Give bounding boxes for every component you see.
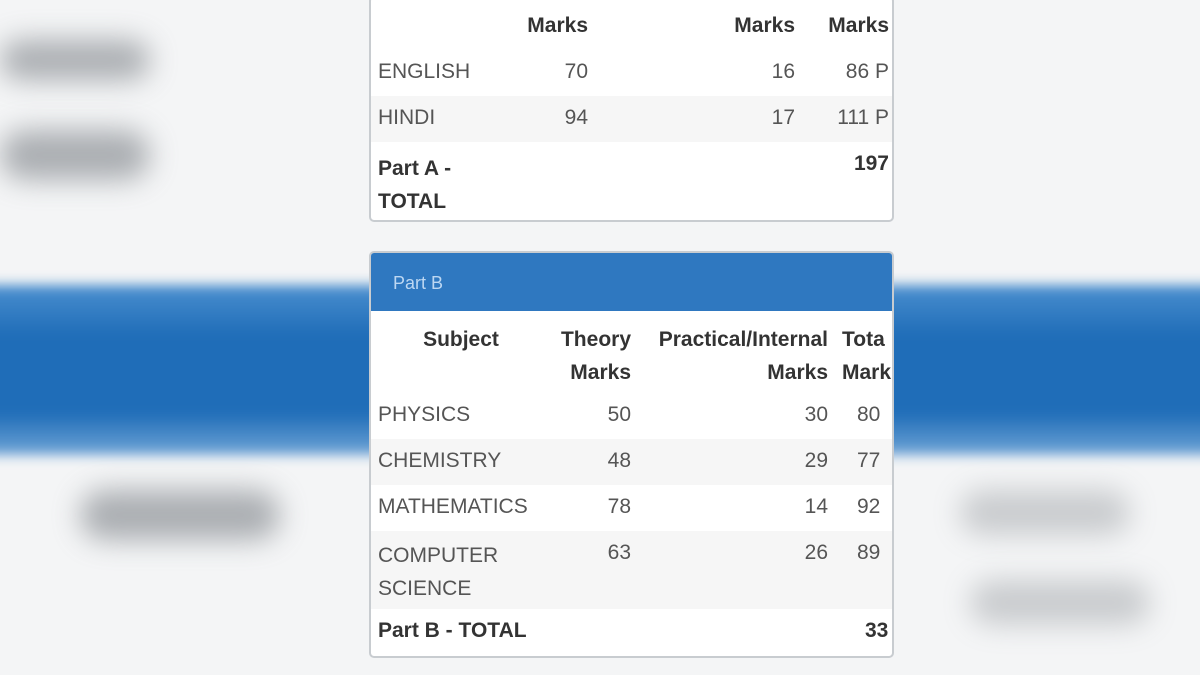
table-header-row: Subject Theory Marks Practical/Internal Ma…	[371, 311, 892, 393]
theory-cell: 78	[607, 495, 631, 518]
table-row: HINDI 94 17 111 P	[371, 96, 892, 142]
practical-cell: 14	[804, 495, 828, 518]
subject-cell: MATHEMATICS	[378, 495, 528, 518]
header-practical-line2: Marks	[767, 361, 828, 384]
practical-cell: 17	[595, 96, 802, 142]
table-row: PHYSICS 50 30 80	[371, 393, 892, 439]
theory-cell: 94	[493, 96, 595, 142]
header-practical-line1: Practical/Internal	[658, 328, 828, 351]
header-cell: Marks	[527, 14, 588, 37]
header-total-line2: Mark	[842, 361, 892, 384]
total-cell: 111 P	[802, 96, 892, 142]
part-b-card: Part B Subject Theory Marks Practical/Int…	[369, 251, 894, 658]
header-practical: Practical/Internal Marks	[638, 311, 835, 393]
part-b-title: Part B	[371, 253, 892, 311]
header-total-line1: Tota	[842, 328, 885, 351]
practical-cell: 29	[638, 439, 835, 485]
table-row: MATHEMATICS 78 14 92	[371, 485, 892, 531]
theory-cell: 70	[564, 60, 588, 83]
total-row: Part B - TOTAL 33	[371, 609, 892, 655]
practical-cell: 16	[771, 60, 795, 83]
total-cell: 80	[857, 403, 881, 426]
total-label: Part A - TOTAL	[378, 157, 452, 213]
part-b-table: Subject Theory Marks Practical/Internal Ma…	[371, 311, 892, 655]
practical-cell: 26	[638, 531, 835, 609]
practical-cell: 30	[804, 403, 828, 426]
theory-cell: 63	[551, 531, 638, 609]
grand-total: 197	[853, 152, 889, 175]
subject-cell: HINDI	[371, 96, 493, 142]
header-cell: Marks	[734, 14, 795, 37]
grand-total: 33	[865, 619, 889, 642]
header-total: Tota Mark	[835, 311, 892, 393]
header-cell	[371, 0, 493, 50]
part-a-card: Marks Marks Marks ENGLISH 70 16 86 P HIN…	[369, 0, 894, 222]
table-row: COMPUTER SCIENCE 63 26 89	[371, 531, 892, 609]
subject-cell: ENGLISH	[378, 60, 471, 83]
total-cell: 89	[835, 531, 892, 609]
table-row: CHEMISTRY 48 29 77	[371, 439, 892, 485]
subject-cell: CHEMISTRY	[371, 439, 551, 485]
header-theory: Theory Marks	[551, 311, 638, 393]
subject-cell: COMPUTER SCIENCE	[371, 531, 551, 609]
header-subject-label: Subject	[423, 328, 499, 351]
total-cell: 86 P	[845, 60, 889, 83]
total-cell: 77	[835, 439, 892, 485]
theory-cell: 48	[551, 439, 638, 485]
header-theory-line2: Marks	[570, 361, 631, 384]
subject-cell: PHYSICS	[378, 403, 471, 426]
total-label: Part B - TOTAL	[378, 619, 527, 642]
table-row: ENGLISH 70 16 86 P	[371, 50, 892, 96]
table-header-row: Marks Marks Marks	[371, 0, 892, 50]
part-a-table: Marks Marks Marks ENGLISH 70 16 86 P HIN…	[371, 0, 892, 220]
header-cell: Marks	[828, 14, 889, 37]
header-subject: Subject	[371, 311, 551, 393]
total-row: Part A - TOTAL 197	[371, 142, 892, 220]
theory-cell: 50	[607, 403, 631, 426]
header-theory-line1: Theory	[560, 328, 631, 351]
total-cell: 92	[857, 495, 881, 518]
